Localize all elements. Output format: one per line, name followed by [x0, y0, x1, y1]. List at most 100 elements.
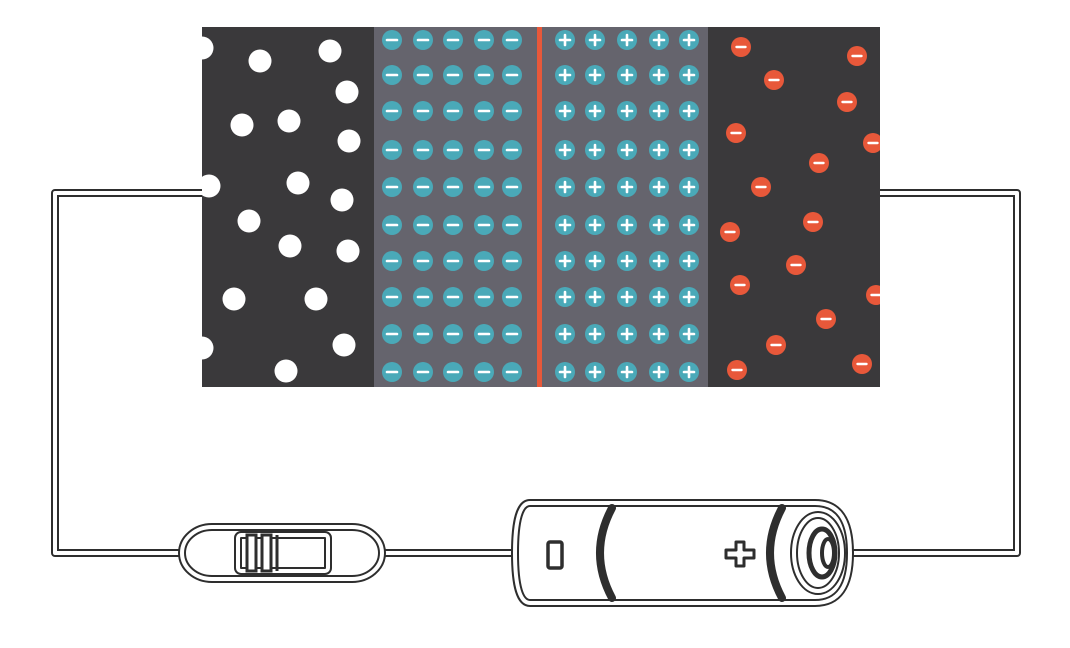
- positive-ion: [585, 362, 605, 382]
- positive-ion: [617, 251, 637, 271]
- negative-ion: [413, 251, 433, 271]
- positive-ion: [555, 287, 575, 307]
- positive-ion: [555, 215, 575, 235]
- negative-ion: [382, 251, 402, 271]
- negative-ion: [413, 362, 433, 382]
- positive-ion: [617, 140, 637, 160]
- negative-ion: [474, 324, 494, 344]
- negative-ion: [502, 215, 522, 235]
- positive-ion: [679, 30, 699, 50]
- negative-ion: [443, 177, 463, 197]
- battery: [511, 499, 854, 607]
- negative-ion: [443, 140, 463, 160]
- positive-ion: [649, 251, 669, 271]
- positive-ion: [555, 251, 575, 271]
- positive-ion: [555, 324, 575, 344]
- positive-ion: [585, 65, 605, 85]
- positive-ion: [679, 251, 699, 271]
- positive-ion: [679, 362, 699, 382]
- negative-ion: [502, 287, 522, 307]
- negative-ion: [474, 65, 494, 85]
- negative-ion: [474, 362, 494, 382]
- red-carrier: [847, 46, 867, 66]
- white-carrier: [278, 234, 302, 258]
- red-carrier: [764, 70, 784, 90]
- positive-ion: [617, 362, 637, 382]
- white-carrier: [230, 113, 254, 137]
- red-carrier: [866, 285, 880, 305]
- negative-ion: [382, 65, 402, 85]
- white-carrier: [330, 188, 354, 212]
- red-carrier: [852, 354, 872, 374]
- white-carrier: [286, 171, 310, 195]
- red-carrier: [720, 222, 740, 242]
- red-carrier: [803, 212, 823, 232]
- negative-ion: [443, 215, 463, 235]
- negative-ion: [443, 362, 463, 382]
- positive-ion: [649, 30, 669, 50]
- positive-ion: [617, 65, 637, 85]
- white-carrier: [337, 129, 361, 153]
- positive-ion-grid: [555, 30, 699, 382]
- positive-ion: [617, 287, 637, 307]
- negative-ion: [413, 140, 433, 160]
- negative-ion: [443, 101, 463, 121]
- positive-ion: [679, 215, 699, 235]
- negative-ion: [413, 324, 433, 344]
- positive-ion: [585, 101, 605, 121]
- negative-ion-grid: [382, 30, 522, 382]
- negative-ion: [382, 324, 402, 344]
- white-carrier: [274, 359, 298, 383]
- red-carrier: [786, 255, 806, 275]
- positive-ion: [679, 140, 699, 160]
- negative-ion: [443, 287, 463, 307]
- negative-ion: [443, 65, 463, 85]
- negative-ion: [474, 215, 494, 235]
- negative-ion: [502, 101, 522, 121]
- resistor: [178, 523, 386, 583]
- white-carrier: [202, 36, 214, 60]
- positive-ion: [617, 30, 637, 50]
- negative-ion: [502, 251, 522, 271]
- negative-ion: [474, 177, 494, 197]
- red-carrier: [863, 133, 880, 153]
- white-carrier: [222, 287, 246, 311]
- white-carrier: [237, 209, 261, 233]
- resistor-band: [245, 533, 258, 573]
- negative-ion: [413, 177, 433, 197]
- negative-ion: [443, 30, 463, 50]
- negative-ion: [474, 140, 494, 160]
- white-carrier: [248, 49, 272, 73]
- positive-ion: [649, 101, 669, 121]
- negative-ion: [502, 30, 522, 50]
- positive-ion: [679, 177, 699, 197]
- resistor-band: [260, 533, 273, 573]
- positive-ion: [649, 177, 669, 197]
- positive-ion: [585, 287, 605, 307]
- positive-ion: [617, 215, 637, 235]
- red-carrier: [726, 123, 746, 143]
- negative-ion: [382, 30, 402, 50]
- negative-ion: [413, 30, 433, 50]
- circuit-wire: [51, 189, 1021, 557]
- electron-region: [708, 27, 880, 387]
- white-carrier: [304, 287, 328, 311]
- negative-ion: [382, 177, 402, 197]
- negative-ion: [443, 324, 463, 344]
- positive-ion: [649, 140, 669, 160]
- negative-ion: [382, 287, 402, 307]
- positive-ion: [555, 140, 575, 160]
- red-carrier: [751, 177, 771, 197]
- red-carrier: [727, 360, 747, 380]
- red-carrier: [809, 153, 829, 173]
- positive-ion: [649, 215, 669, 235]
- white-carrier: [335, 80, 359, 104]
- positive-ion: [585, 251, 605, 271]
- positive-ion: [585, 324, 605, 344]
- positive-ion: [649, 324, 669, 344]
- positive-ion: [617, 101, 637, 121]
- white-carrier: [202, 174, 221, 198]
- junction-line: [537, 27, 542, 387]
- negative-ion: [474, 251, 494, 271]
